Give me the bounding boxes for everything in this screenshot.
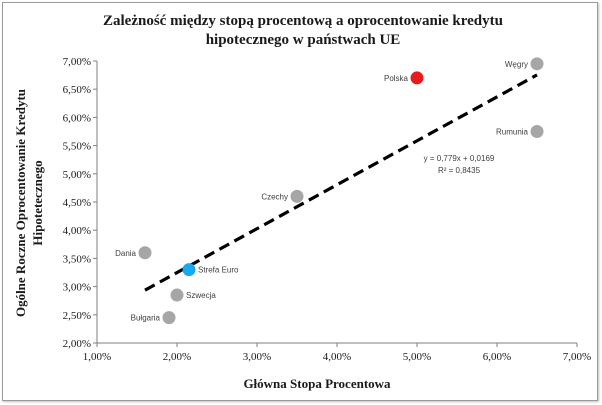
x-tick-label: 6,00%	[483, 351, 511, 363]
x-tick-labels: 1,00% 2,00% 3,00% 4,00% 5,00% 6,00% 7,00%	[83, 351, 591, 363]
data-point-label: Bułgaria	[131, 314, 161, 323]
trendline-equation: y = 0,779x + 0,0169	[424, 154, 495, 163]
data-point	[290, 189, 304, 203]
y-tick-labels: 2,00% 2,50% 3,00% 3,50% 4,00% 4,50% 5,00% 5,50%…	[63, 56, 91, 350]
chart-frame: Zależność między stopą procentową a opro…	[2, 2, 598, 401]
y-tick-label: 5,00%	[63, 169, 91, 181]
y-tick-label: 4,50%	[63, 197, 91, 209]
scatter-chart: Zależność między stopą procentową a opro…	[13, 13, 591, 391]
data-point	[530, 57, 544, 71]
data-point-label: Strefa Euro	[198, 266, 239, 275]
chart-title-line-1: Zależność między stopą procentową a opro…	[103, 13, 503, 29]
y-axis-title-line-1: Ogólne Roczne Oprocentowanie Kredytu	[13, 89, 28, 317]
y-tick-label: 6,00%	[63, 112, 91, 124]
trendline-r-squared: R² = 0,8435	[438, 166, 481, 175]
data-point-label: Rumunia	[496, 128, 529, 137]
data-point	[530, 125, 544, 138]
x-tick-label: 7,00%	[563, 351, 591, 363]
data-points	[138, 57, 544, 325]
data-point-label: Czechy	[261, 192, 288, 201]
y-tick-label: 5,50%	[63, 141, 91, 153]
data-point-label: Węgry	[505, 60, 528, 69]
y-tick-label: 2,00%	[63, 338, 91, 350]
y-tick-label: 7,00%	[63, 56, 91, 68]
chart-title-line-2: hipotecznego w państwach UE	[206, 32, 401, 48]
data-point-label: Polska	[384, 74, 409, 83]
x-tick-label: 1,00%	[83, 351, 111, 363]
data-point	[182, 263, 196, 277]
data-point-labels: Węgry Polska Rumunia Czechy Dania Strefa Euro…	[115, 60, 528, 323]
x-axis-title: Główna Stopa Procentowa	[243, 376, 391, 391]
data-point-label: Dania	[115, 249, 136, 258]
data-point-label: Szwecja	[186, 291, 216, 300]
trendline-path	[144, 73, 538, 292]
y-tick-label: 2,50%	[63, 310, 91, 322]
x-tick-label: 3,00%	[243, 351, 271, 363]
y-axis-title-line-2: Hipotetecznego	[30, 160, 45, 245]
y-tick-label: 3,50%	[63, 253, 91, 265]
y-tick-label: 3,00%	[63, 282, 91, 294]
trendline	[144, 73, 538, 292]
data-point	[170, 288, 184, 302]
y-tick-label: 4,00%	[63, 225, 91, 237]
data-point	[410, 71, 424, 85]
y-tick-label: 6,50%	[63, 84, 91, 96]
x-tick-label: 4,00%	[323, 351, 351, 363]
x-tick-label: 5,00%	[403, 351, 431, 363]
x-tick-label: 2,00%	[163, 351, 191, 363]
data-point	[138, 246, 152, 260]
data-point	[162, 311, 176, 325]
axes	[93, 60, 578, 347]
